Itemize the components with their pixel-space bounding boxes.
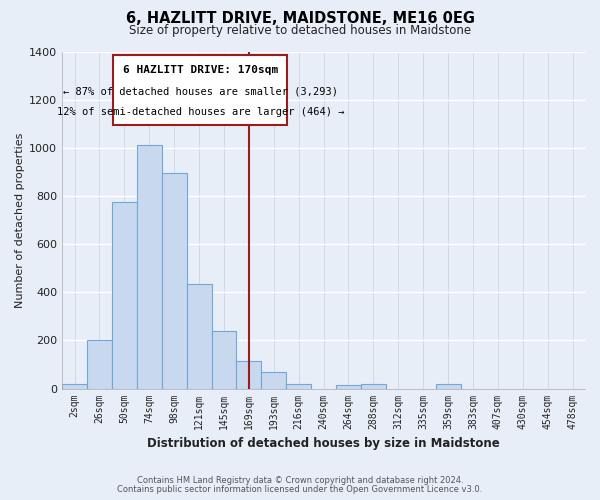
Bar xyxy=(436,384,461,388)
Text: Size of property relative to detached houses in Maidstone: Size of property relative to detached ho… xyxy=(129,24,471,37)
Bar xyxy=(112,202,137,388)
Text: ← 87% of detached houses are smaller (3,293): ← 87% of detached houses are smaller (3,… xyxy=(63,86,338,97)
Text: Contains public sector information licensed under the Open Government Licence v3: Contains public sector information licen… xyxy=(118,485,482,494)
X-axis label: Distribution of detached houses by size in Maidstone: Distribution of detached houses by size … xyxy=(147,437,500,450)
FancyBboxPatch shape xyxy=(113,55,287,125)
Bar xyxy=(137,146,162,388)
Bar xyxy=(87,340,112,388)
Text: 12% of semi-detached houses are larger (464) →: 12% of semi-detached houses are larger (… xyxy=(56,108,344,118)
Y-axis label: Number of detached properties: Number of detached properties xyxy=(15,132,25,308)
Bar xyxy=(286,384,311,388)
Bar xyxy=(62,384,87,388)
Text: 6 HAZLITT DRIVE: 170sqm: 6 HAZLITT DRIVE: 170sqm xyxy=(123,66,278,76)
Bar xyxy=(162,173,187,388)
Bar xyxy=(262,372,286,388)
Bar xyxy=(236,361,262,388)
Bar xyxy=(212,331,236,388)
Bar xyxy=(361,384,386,388)
Bar xyxy=(187,284,212,389)
Bar xyxy=(336,385,361,388)
Text: Contains HM Land Registry data © Crown copyright and database right 2024.: Contains HM Land Registry data © Crown c… xyxy=(137,476,463,485)
Text: 6, HAZLITT DRIVE, MAIDSTONE, ME16 0EG: 6, HAZLITT DRIVE, MAIDSTONE, ME16 0EG xyxy=(125,11,475,26)
